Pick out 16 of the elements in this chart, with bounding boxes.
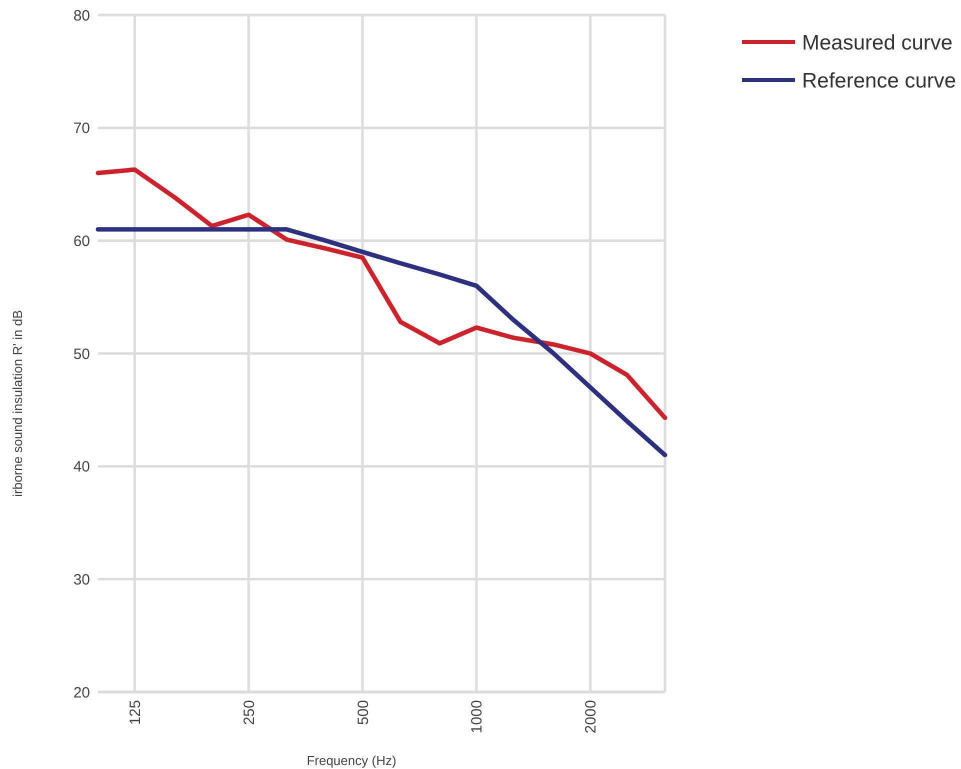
legend-label: Reference curve xyxy=(802,69,956,92)
x-tick-label: 2000 xyxy=(582,700,600,734)
legend-label: Measured curve xyxy=(802,31,953,54)
y-tick-label: 60 xyxy=(73,232,90,250)
y-tick-label: 70 xyxy=(73,120,90,138)
y-tick-label: 50 xyxy=(73,346,90,363)
x-tick-label: 125 xyxy=(126,700,144,726)
x-tick-label: 500 xyxy=(354,700,372,726)
y-tick-label: 40 xyxy=(73,458,90,476)
y-axis-title: irborne sound insulation R' in dB xyxy=(10,310,25,497)
y-tick-label: 20 xyxy=(73,684,90,702)
x-axis-title: Frequency (Hz) xyxy=(306,753,396,768)
y-tick-label: 30 xyxy=(73,571,90,588)
y-tick-label: 80 xyxy=(73,7,90,24)
x-tick-label: 250 xyxy=(240,700,258,726)
x-tick-label: 1000 xyxy=(468,700,486,734)
